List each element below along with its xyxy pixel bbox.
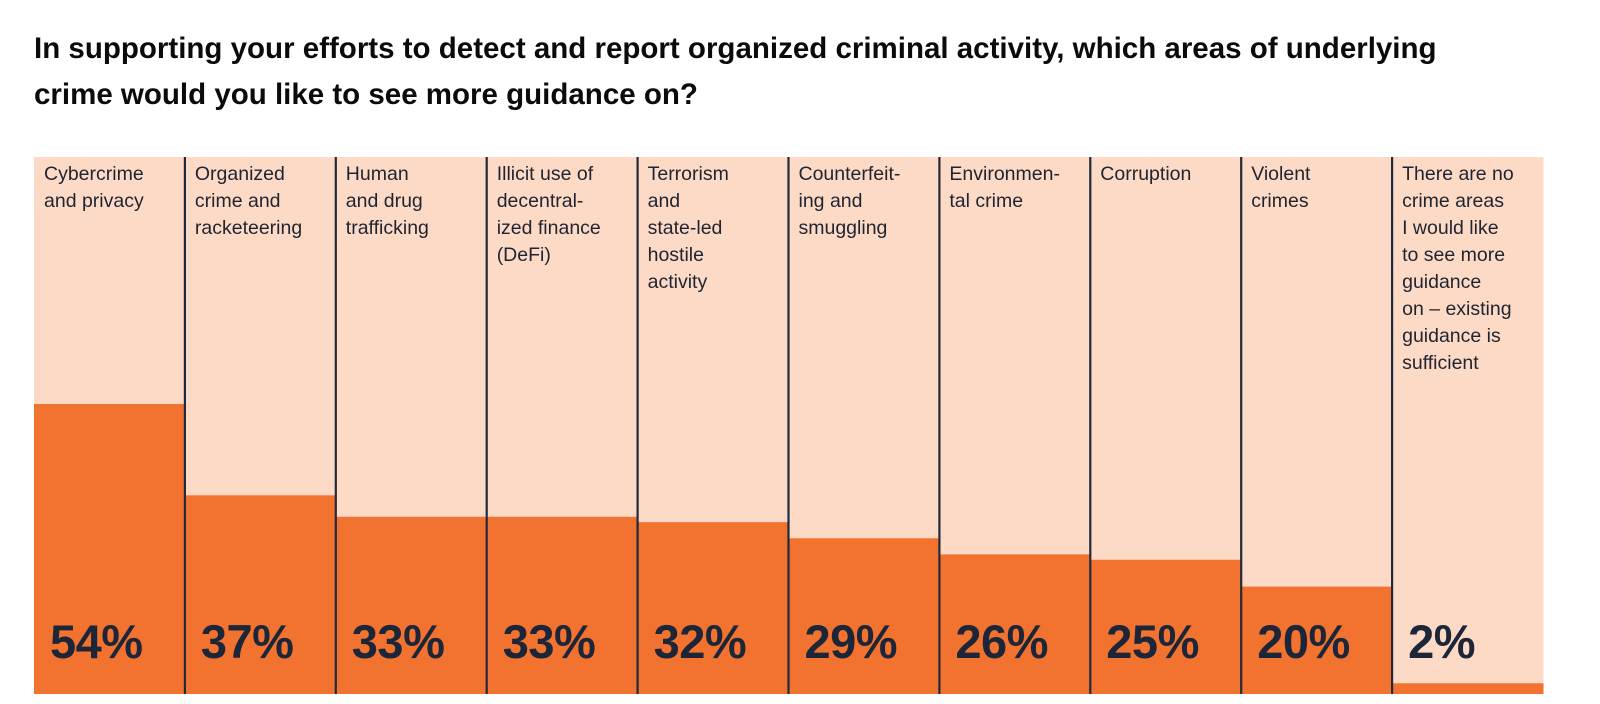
bar (1090, 559, 1242, 694)
value-label: 37% (200, 615, 294, 668)
bar (1241, 586, 1393, 694)
value-label: 20% (1257, 615, 1350, 668)
category-label: Organized crime and racketeering (194, 163, 303, 239)
category-label: Environmen- tal crime (949, 163, 1060, 212)
category-label: Violent crimes (1251, 163, 1311, 212)
value-label: 33% (351, 615, 445, 668)
value-label: 33% (502, 615, 596, 668)
bar (335, 516, 488, 694)
bar (939, 554, 1091, 694)
value-label: 54% (50, 615, 143, 668)
bar (184, 495, 337, 694)
value-label: 29% (804, 615, 898, 668)
value-label: 25% (1106, 615, 1199, 668)
category-label: Counterfeit- ing and smuggling (798, 163, 901, 239)
category-label: Human and drug trafficking (345, 163, 429, 239)
category-label: Corruption (1100, 163, 1192, 185)
value-label: 26% (955, 615, 1048, 668)
chart-title: In supporting your efforts to detect and… (34, 32, 1437, 111)
value-label: 2% (1408, 615, 1476, 668)
category-label: Terrorism and state-led hostile activity (647, 163, 729, 293)
category-label: There are no crime areas I would like to… (1402, 163, 1514, 374)
category-label: Cybercrime and privacy (44, 163, 144, 212)
bar (486, 516, 639, 694)
column-background (1392, 157, 1544, 694)
bar (34, 404, 186, 694)
category-label: Illicit use of decentral- ized finance (… (496, 163, 601, 266)
bar (637, 522, 789, 694)
bar (1392, 683, 1544, 694)
bar (788, 538, 940, 694)
value-label: 32% (653, 615, 747, 668)
